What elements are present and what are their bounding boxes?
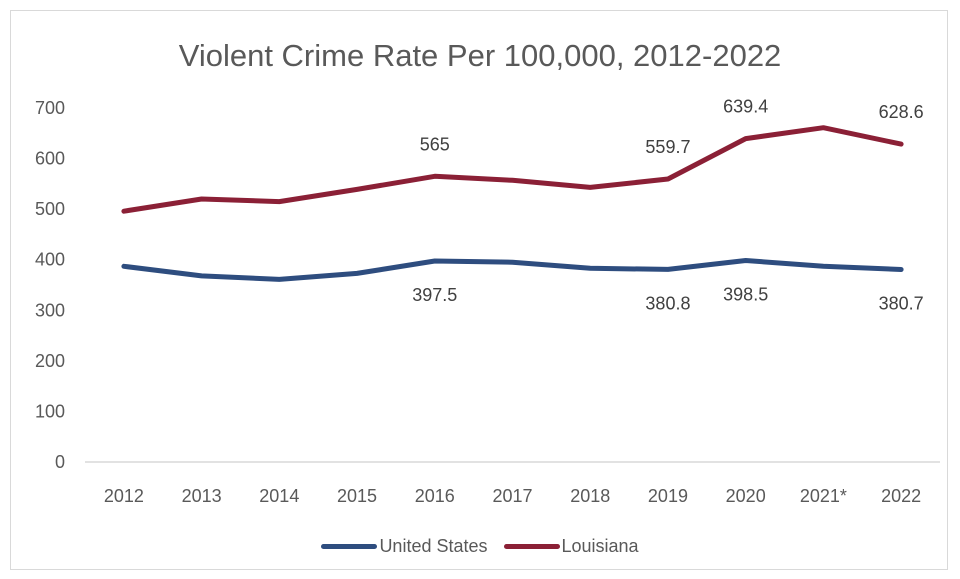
y-tick-label: 200 <box>35 351 65 371</box>
data-label: 380.7 <box>879 293 924 313</box>
chart-title: Violent Crime Rate Per 100,000, 2012-202… <box>178 38 782 73</box>
x-tick-label: 2020 <box>726 486 766 506</box>
legend-label-louisiana: Louisiana <box>561 536 639 556</box>
data-label: 559.7 <box>645 137 690 157</box>
y-tick-label: 300 <box>35 300 65 320</box>
x-axis-ticks: 2012 2013 2014 2015 2016 2017 2018 2019 2020 2021… <box>104 486 921 506</box>
data-label: 398.5 <box>723 284 768 304</box>
series-line-louisiana <box>121 125 904 214</box>
data-label: 397.5 <box>412 285 457 305</box>
data-label: 380.8 <box>645 293 690 313</box>
x-tick-label: 2018 <box>570 486 610 506</box>
series-line-united-states <box>121 258 904 282</box>
legend-item-united-states: United States <box>321 536 488 557</box>
legend-label-united-states: United States <box>379 536 488 556</box>
x-tick-label: 2019 <box>648 486 688 506</box>
legend-item-louisiana: Louisiana <box>503 536 639 557</box>
data-label: 628.6 <box>879 102 924 122</box>
legend: United States Louisiana <box>0 536 960 557</box>
x-tick-label: 2016 <box>415 486 455 506</box>
data-labels: 397.5 380.8 398.5 380.7 565 559.7 639.4 628.6 <box>412 97 923 314</box>
data-label: 639.4 <box>723 97 768 117</box>
x-tick-label: 2017 <box>492 486 532 506</box>
y-tick-label: 100 <box>35 401 65 421</box>
x-tick-label: 2021* <box>800 486 847 506</box>
y-tick-label: 700 <box>35 98 65 118</box>
y-tick-label: 0 <box>55 452 65 472</box>
x-tick-label: 2022 <box>881 486 921 506</box>
y-tick-label: 500 <box>35 199 65 219</box>
x-tick-label: 2012 <box>104 486 144 506</box>
y-tick-label: 400 <box>35 250 65 270</box>
x-tick-label: 2014 <box>259 486 299 506</box>
y-axis-ticks: 0 100 200 300 400 500 600 700 <box>35 98 65 472</box>
data-label: 565 <box>420 134 450 154</box>
chart-frame <box>10 10 948 570</box>
y-tick-label: 600 <box>35 149 65 169</box>
series-lines <box>121 125 904 282</box>
legend-swatch-louisiana <box>503 544 560 549</box>
x-tick-label: 2015 <box>337 486 377 506</box>
x-tick-label: 2013 <box>182 486 222 506</box>
legend-swatch-united-states <box>321 544 378 549</box>
